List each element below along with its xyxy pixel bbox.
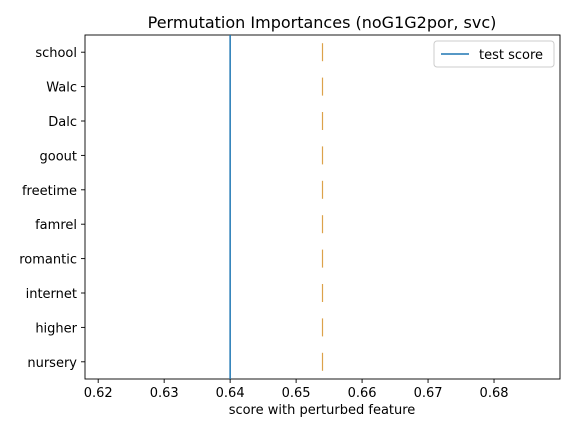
y-tick-label: goout: [40, 149, 78, 164]
y-tick-label: Walc: [46, 81, 77, 96]
y-tick-label: famrel: [35, 218, 77, 233]
x-axis-label: score with perturbed feature: [229, 403, 416, 418]
chart-title: Permutation Importances (noG1G2por, svc): [148, 13, 497, 32]
chart-marks: 0.62 0.63 0.64 0.65 0.66 0.67 0.68 school Walc Da…: [19, 35, 509, 401]
y-tick-label: higher: [35, 321, 77, 336]
x-tick-label: 0.63: [150, 386, 179, 401]
x-tick-label: 0.68: [480, 386, 509, 401]
x-tick-label: 0.64: [216, 386, 245, 401]
y-tick-label: school: [35, 46, 77, 61]
legend-frame: [433, 40, 555, 68]
legend: test score: [433, 40, 555, 68]
y-tick-label: romantic: [19, 253, 77, 268]
y-tick-label: nursery: [27, 356, 77, 371]
x-tick-label: 0.67: [414, 386, 443, 401]
x-tick-label: 0.62: [84, 386, 113, 401]
x-tick-label: 0.66: [348, 386, 377, 401]
y-tick-label: Dalc: [48, 115, 77, 130]
y-tick-label: internet: [26, 287, 77, 302]
legend-test-score-label: test score: [479, 48, 543, 63]
y-tick-label: freetime: [22, 184, 77, 199]
x-tick-label: 0.65: [282, 386, 311, 401]
plot-area-frame: [84, 34, 561, 380]
